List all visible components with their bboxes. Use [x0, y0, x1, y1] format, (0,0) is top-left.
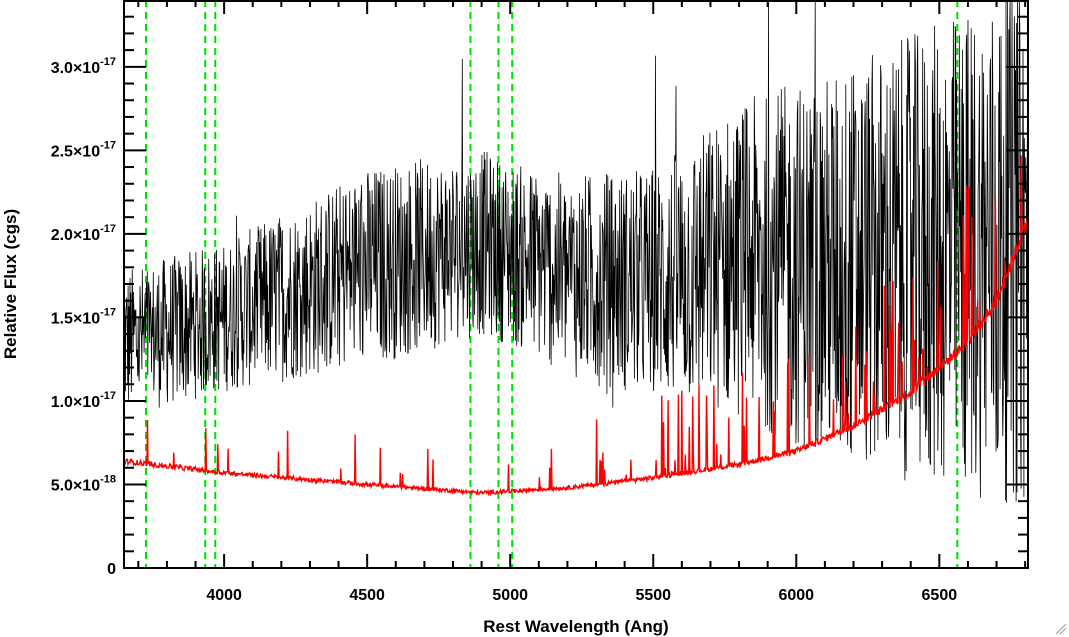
- y-tick-label: 1.5×10-17: [51, 306, 116, 327]
- resize-grip-icon[interactable]: [1055, 623, 1067, 635]
- y-tick-label: 2.5×10-17: [51, 139, 116, 160]
- y-tick-label: 1.0×10-17: [51, 390, 116, 411]
- x-tick-label: 4500: [349, 587, 385, 604]
- error-spectrum-line: [123, 155, 1029, 497]
- y-axis-title: Relative Flux (cgs): [1, 209, 20, 359]
- x-tick-label: 6500: [922, 587, 958, 604]
- flux-spectrum-path: [123, 0, 1028, 503]
- y-axis-ticks: [124, 0, 1028, 569]
- error-spectrum-path: [123, 155, 1029, 497]
- x-tick-label: 5000: [492, 587, 528, 604]
- y-tick-label: 0: [107, 561, 116, 578]
- x-axis-ticks: [137, 0, 1027, 568]
- x-tick-label: 4000: [206, 587, 242, 604]
- y-tick-label: 2.0×10-17: [51, 223, 116, 244]
- x-tick-label: 5500: [635, 587, 671, 604]
- x-axis-tick-labels: 4000 4500 5000 5500 6000 6500: [206, 587, 957, 604]
- y-tick-label: 5.0×10-18: [51, 473, 116, 494]
- x-tick-label: 6000: [778, 587, 814, 604]
- flux-spectrum-line: [123, 0, 1028, 503]
- y-tick-label: 3.0×10-17: [51, 56, 116, 77]
- x-axis-title: Rest Wavelength (Ang): [483, 617, 668, 636]
- y-axis-tick-labels: 0 5.0×10-18 1.0×10-17 1.5×10-17 2.0×10-17 2.5…: [51, 56, 116, 578]
